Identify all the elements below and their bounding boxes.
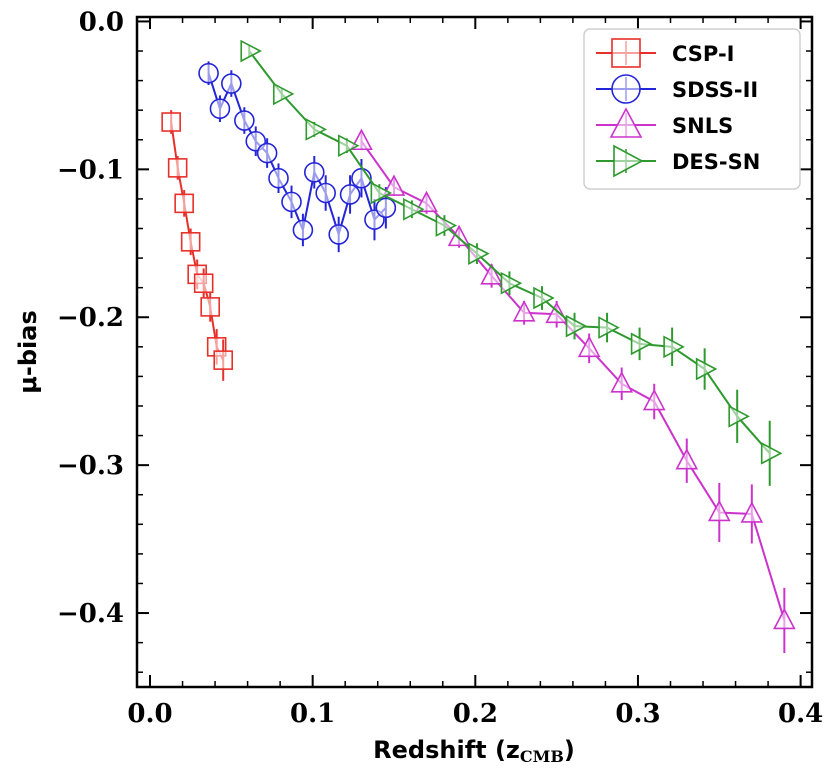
axis-ticks: 0.0 0.1 0.2 0.3 0.4 0.0 −0.1 −0.2 −0.3 −0.4: [57, 7, 823, 729]
data-point: [533, 286, 555, 310]
data-point: [707, 499, 731, 522]
data-point: [663, 335, 685, 359]
y-tick-label: −0.4: [57, 599, 124, 629]
data-point: [198, 62, 219, 84]
series-line: [360, 140, 786, 621]
legend-label: DES-SN: [672, 150, 760, 174]
data-point: [415, 190, 438, 213]
x-tick-label: 0.3: [615, 699, 660, 729]
data-point: [213, 350, 234, 370]
legend-marker: [611, 74, 641, 104]
data-point: [435, 214, 458, 237]
data-point: [303, 161, 325, 183]
legend-marker: [611, 38, 641, 68]
plot-series: [161, 39, 796, 653]
legend-label: SDSS-II: [672, 78, 758, 102]
data-point: [760, 441, 783, 465]
legend-items: CSP-I SDSS-II SNLS DES-SN: [596, 38, 760, 178]
data-point: [234, 110, 255, 131]
series-des-sn: [240, 39, 783, 486]
legend-item-sdss-ii: SDSS-II: [596, 74, 758, 104]
data-point: [545, 301, 568, 324]
x-axis-title-close: ): [564, 736, 575, 764]
plot-frame: [135, 15, 814, 689]
data-point: [610, 371, 634, 393]
data-point: [338, 134, 360, 158]
series-csp-i: [161, 110, 234, 381]
data-point: [512, 300, 536, 322]
data-point: [675, 447, 699, 470]
legend-item-snls: SNLS: [596, 107, 733, 138]
data-point: [339, 184, 361, 205]
legend-marker: [609, 107, 643, 138]
legend-item-des-sn: DES-SN: [596, 144, 760, 178]
data-point: [221, 73, 242, 94]
data-point: [403, 197, 425, 221]
data-point: [740, 501, 764, 523]
data-point: [728, 405, 750, 428]
data-point: [565, 314, 588, 338]
data-point: [292, 219, 314, 241]
x-axis-title: Redshift (zCMB): [373, 736, 575, 766]
y-axis-title: μ-bias: [14, 310, 42, 394]
data-point: [305, 118, 328, 141]
data-point: [161, 112, 181, 132]
y-tick-label: −0.3: [57, 451, 124, 481]
data-point: [695, 357, 718, 381]
data-point: [193, 273, 214, 294]
data-point: [480, 263, 503, 285]
data-point: [598, 316, 620, 339]
data-point: [315, 182, 336, 204]
data-point: [630, 332, 653, 356]
data-point: [370, 181, 393, 205]
data-point: [174, 193, 194, 214]
legend-item-csp-i: CSP-I: [596, 38, 734, 68]
y-tick-label: 0.0: [79, 7, 124, 37]
data-point: [268, 167, 289, 189]
data-point: [577, 335, 601, 358]
data-point: [642, 388, 666, 411]
data-point: [180, 232, 201, 252]
x-axis-title-subscript: CMB: [520, 747, 564, 766]
data-point: [447, 224, 471, 247]
data-point: [281, 191, 302, 213]
series-sdss-ii: [198, 61, 397, 253]
x-tick-label: 0.4: [778, 699, 823, 729]
data-point: [209, 98, 231, 119]
data-point: [272, 82, 295, 106]
x-axis-title-main: Redshift (z: [373, 736, 520, 764]
data-point: [240, 39, 262, 63]
legend-label: CSP-I: [672, 42, 734, 66]
x-tick-label: 0.1: [290, 699, 335, 729]
data-point: [382, 174, 406, 196]
data-point: [328, 224, 349, 245]
data-point: [468, 242, 490, 265]
legend-box: [583, 28, 801, 190]
x-tick-label: 0.0: [127, 699, 172, 729]
legend-label: SNLS: [672, 114, 733, 138]
data-point: [200, 297, 220, 317]
y-tick-label: −0.1: [57, 155, 124, 185]
x-tick-label: 0.2: [453, 699, 498, 729]
data-point: [773, 607, 796, 630]
data-point: [167, 158, 188, 178]
y-tick-label: −0.2: [57, 303, 124, 333]
data-point: [500, 271, 523, 295]
data-point: [375, 197, 397, 219]
legend: CSP-I SDSS-II SNLS DES-SN: [583, 28, 801, 190]
legend-marker: [613, 144, 644, 178]
data-point: [256, 142, 278, 164]
